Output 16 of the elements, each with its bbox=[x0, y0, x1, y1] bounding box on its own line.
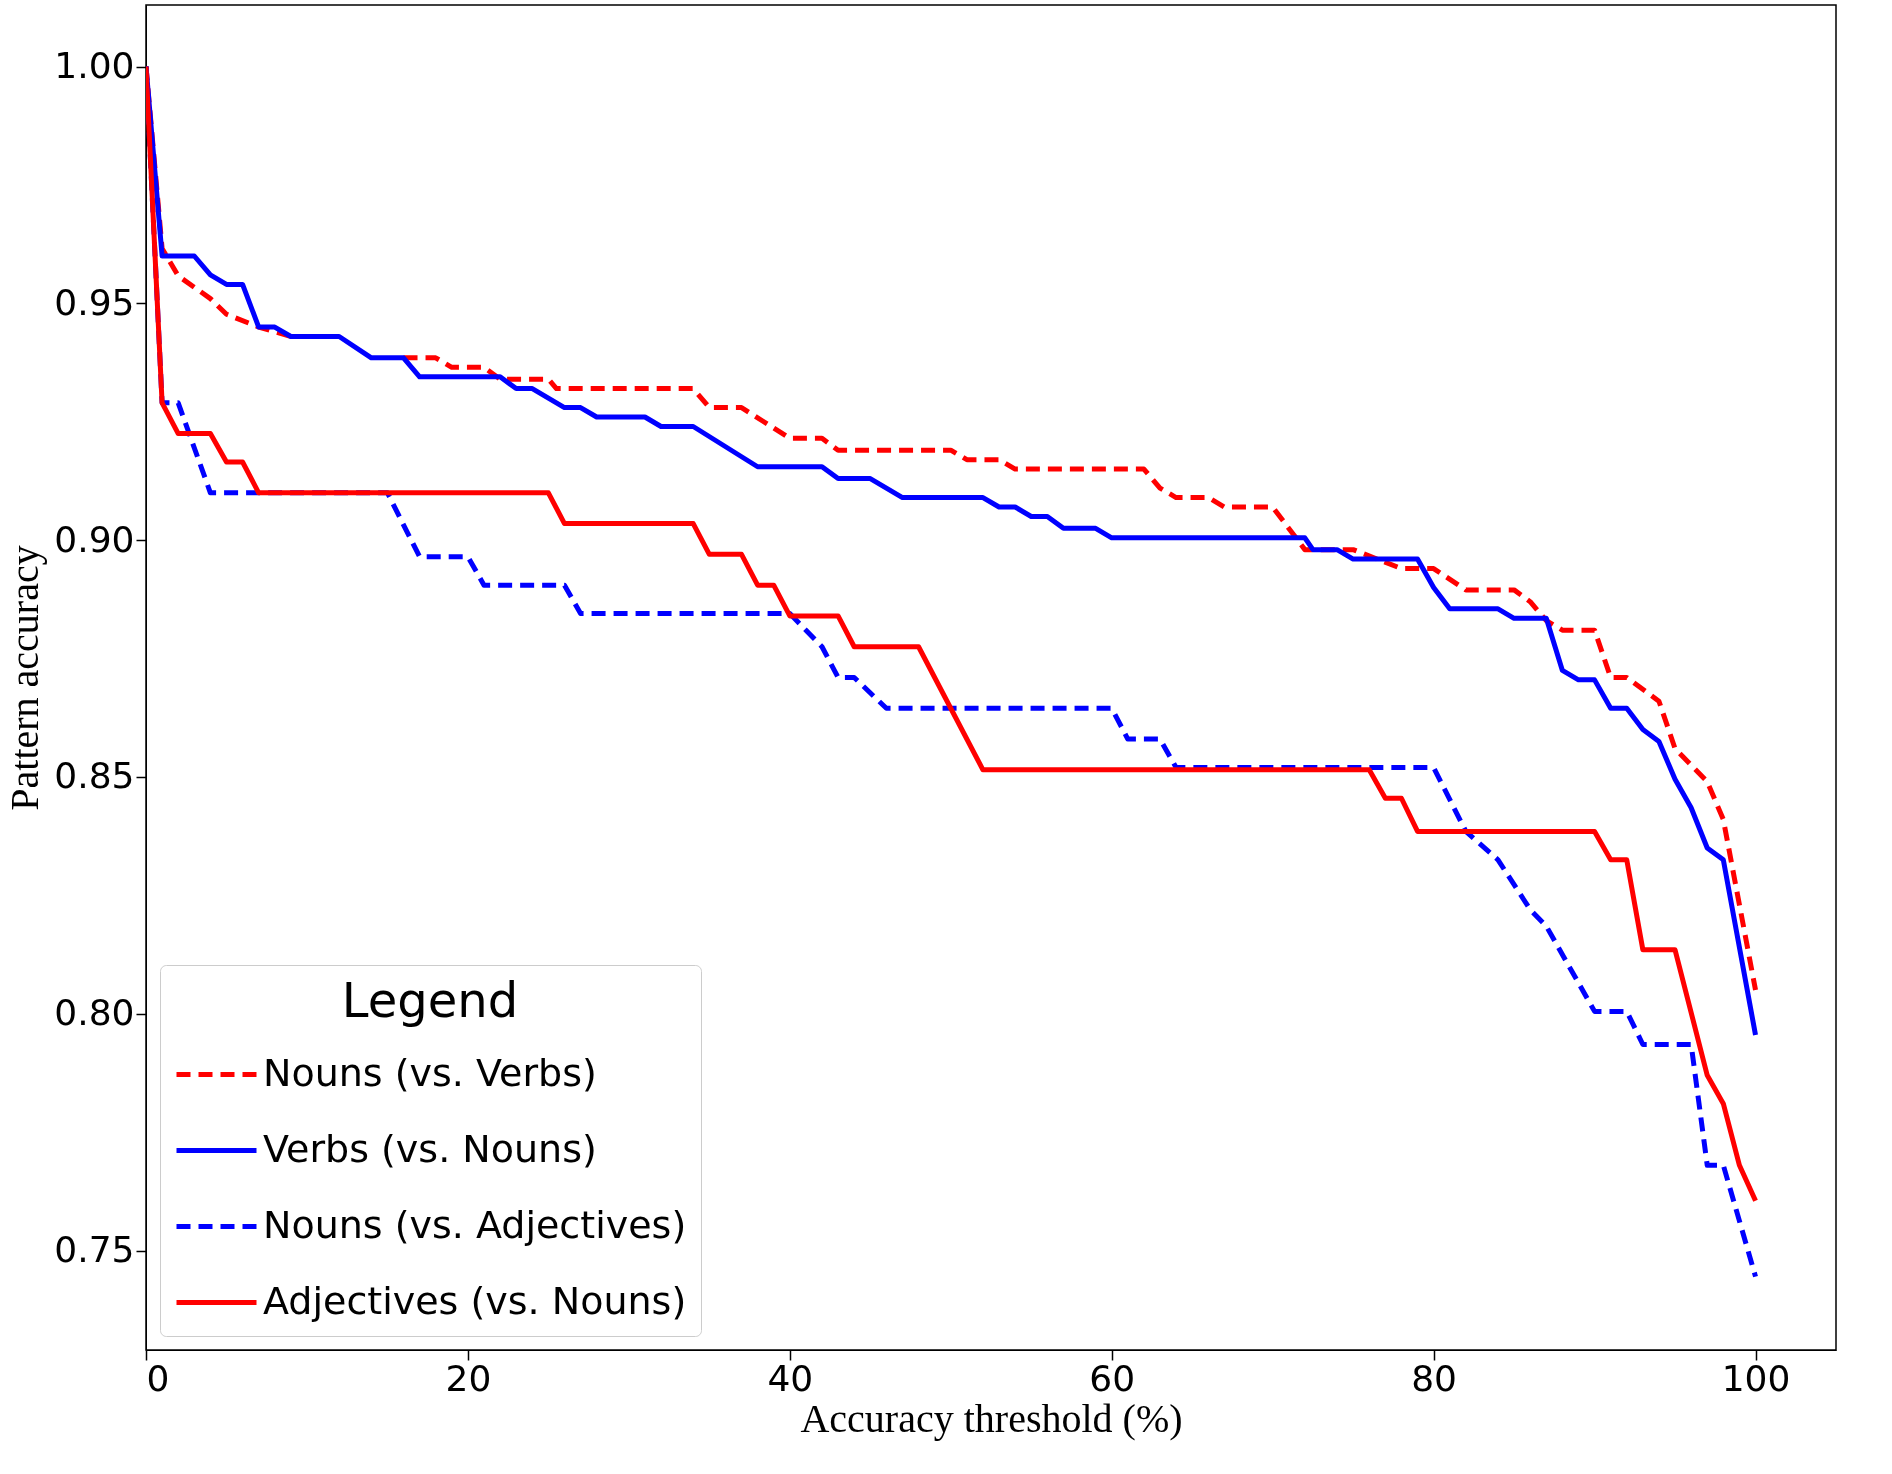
y-tick-label: 1.00 bbox=[54, 45, 135, 87]
y-tick-label: 0.90 bbox=[54, 518, 135, 560]
legend-label: Nouns (vs. Adjectives) bbox=[263, 1202, 687, 1247]
legend-label: Adjectives (vs. Nouns) bbox=[263, 1278, 687, 1323]
y-tick-label: 0.85 bbox=[54, 755, 135, 797]
x-tick-label: 20 bbox=[445, 1357, 492, 1399]
x-tick-label: 0 bbox=[146, 1357, 170, 1399]
y-tick-label: 0.75 bbox=[54, 1229, 135, 1271]
legend-label: Nouns (vs. Verbs) bbox=[263, 1050, 597, 1095]
y-tick-label: 0.80 bbox=[54, 992, 135, 1034]
legend-label: Verbs (vs. Nouns) bbox=[263, 1126, 597, 1171]
y-axis-title: Pattern accuracy bbox=[2, 545, 48, 811]
x-tick-label: 80 bbox=[1411, 1357, 1458, 1399]
x-tick-label: 100 bbox=[1721, 1357, 1791, 1399]
legend-title: Legend bbox=[341, 972, 519, 1028]
y-tick-label: 0.95 bbox=[54, 281, 135, 323]
